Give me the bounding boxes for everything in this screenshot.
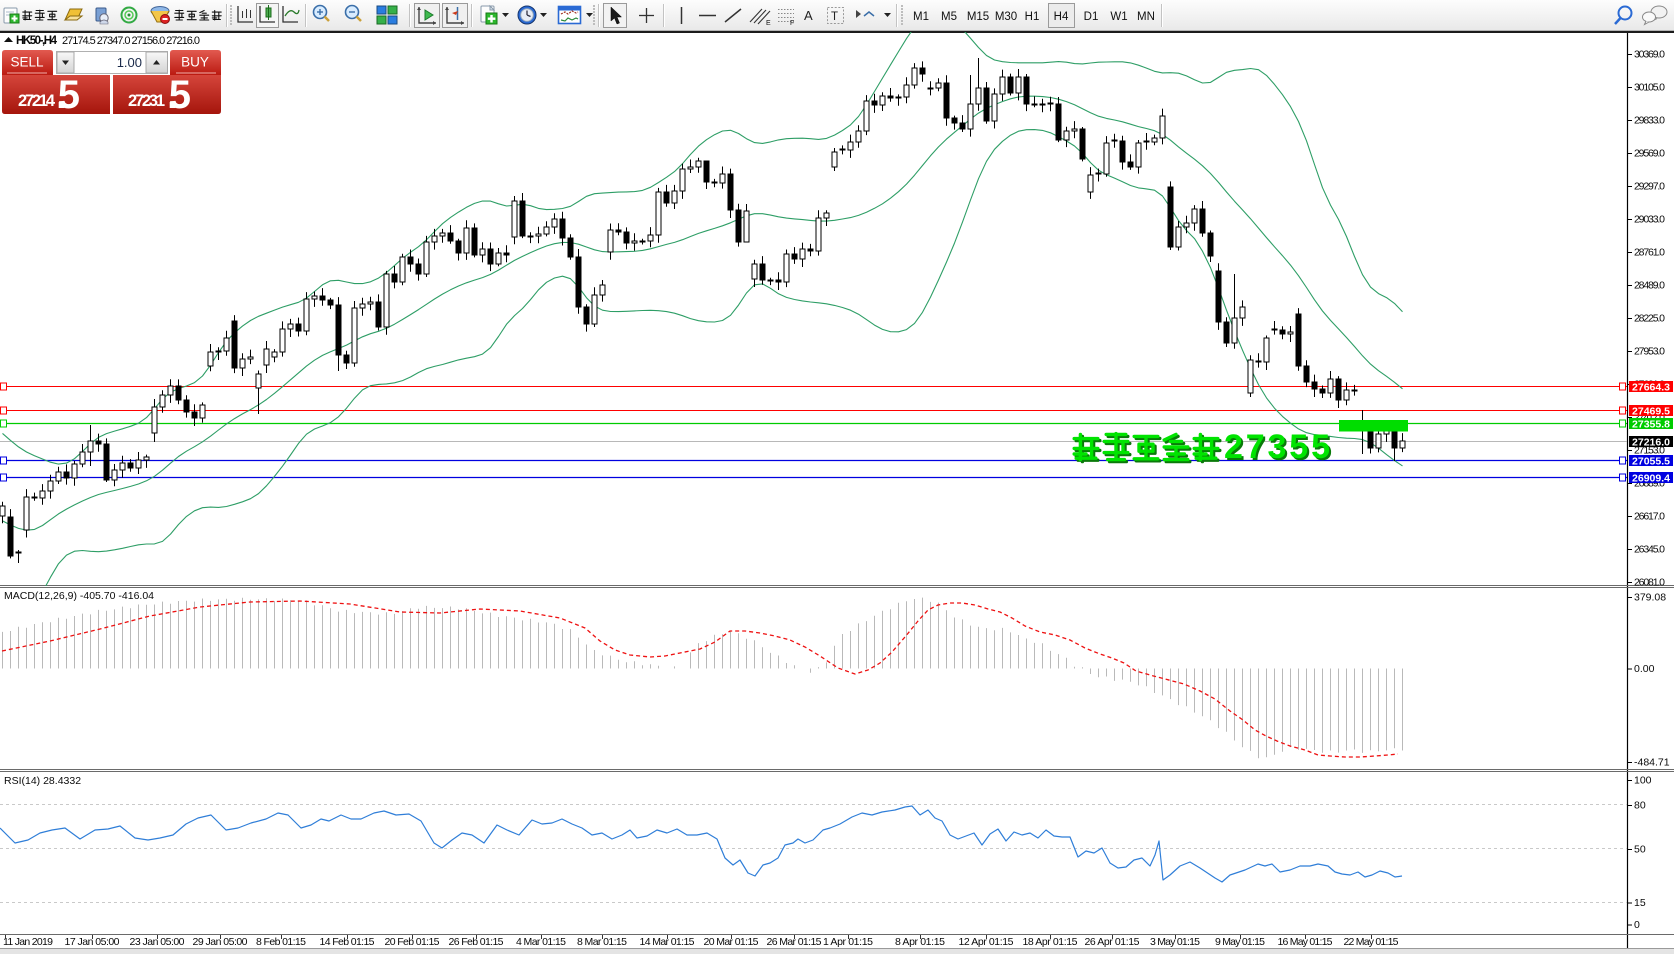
svg-text:379.08: 379.08: [1634, 592, 1666, 604]
svg-text:18 Apr 01:15: 18 Apr 01:15: [1023, 936, 1078, 948]
svg-text:4 Mar 01:15: 4 Mar 01:15: [516, 936, 566, 948]
svg-text:14 Mar 01:15: 14 Mar 01:15: [640, 936, 695, 948]
svg-text:27664.3: 27664.3: [1632, 381, 1670, 393]
svg-text:26 Mar 01:15: 26 Mar 01:15: [767, 936, 822, 948]
svg-text:26081.0: 26081.0: [1634, 577, 1665, 589]
svg-text:15: 15: [1634, 897, 1646, 909]
svg-text:8 Feb 01:15: 8 Feb 01:15: [256, 936, 306, 948]
svg-text:26 Apr 01:15: 26 Apr 01:15: [1085, 936, 1140, 948]
svg-text:23 Jan 05:00: 23 Jan 05:00: [130, 936, 185, 948]
svg-text:-484.71: -484.71: [1634, 757, 1670, 769]
svg-text:27469.5: 27469.5: [1632, 405, 1670, 417]
svg-text:T: T: [831, 11, 838, 23]
svg-text:100: 100: [1634, 775, 1652, 787]
svg-text:SELL: SELL: [10, 55, 44, 70]
svg-text:26 Feb 01:15: 26 Feb 01:15: [449, 936, 504, 948]
svg-text:20 Feb 01:15: 20 Feb 01:15: [385, 936, 440, 948]
svg-text:26617.0: 26617.0: [1634, 511, 1665, 523]
svg-text:.5: .5: [167, 73, 191, 117]
svg-text:1.00: 1.00: [117, 55, 142, 70]
svg-text:M5: M5: [941, 11, 957, 23]
svg-text:29 Jan 05:00: 29 Jan 05:00: [193, 936, 248, 948]
svg-text:50: 50: [1634, 844, 1646, 856]
svg-text:.5: .5: [56, 73, 80, 117]
svg-text:28225.0: 28225.0: [1634, 313, 1665, 325]
svg-text:M30: M30: [995, 11, 1017, 23]
svg-text:29297.0: 29297.0: [1634, 181, 1665, 193]
svg-text:0.00: 0.00: [1634, 663, 1655, 675]
svg-text:W1: W1: [1110, 11, 1127, 23]
svg-text:22 May 01:15: 22 May 01:15: [1344, 936, 1399, 948]
svg-text:29833.0: 29833.0: [1634, 115, 1665, 127]
svg-text:27216.0: 27216.0: [1632, 436, 1670, 448]
svg-text:9 May 01:15: 9 May 01:15: [1215, 936, 1265, 948]
svg-text:26345.0: 26345.0: [1634, 544, 1665, 556]
svg-text:F: F: [790, 20, 794, 27]
svg-text:27355.8: 27355.8: [1632, 418, 1670, 430]
svg-text:12 Apr 01:15: 12 Apr 01:15: [959, 936, 1014, 948]
svg-text:M1: M1: [913, 11, 929, 23]
svg-text:D1: D1: [1084, 11, 1099, 23]
svg-text:80: 80: [1634, 800, 1646, 812]
svg-text:16 May 01:15: 16 May 01:15: [1278, 936, 1333, 948]
svg-text:27214: 27214: [18, 92, 56, 110]
svg-text:11 Jan 2019: 11 Jan 2019: [3, 936, 53, 948]
svg-text:29033.0: 29033.0: [1634, 214, 1665, 226]
svg-text:27055.5: 27055.5: [1632, 455, 1670, 467]
svg-text:14 Feb 01:15: 14 Feb 01:15: [320, 936, 375, 948]
svg-text:3 May 01:15: 3 May 01:15: [1150, 936, 1200, 948]
svg-text:28761.0: 28761.0: [1634, 247, 1665, 259]
svg-text:20 Mar 01:15: 20 Mar 01:15: [704, 936, 759, 948]
svg-text:29569.0: 29569.0: [1634, 148, 1665, 160]
svg-text:MACD(12,26,9) -405.70 -416.04: MACD(12,26,9) -405.70 -416.04: [4, 590, 154, 602]
svg-text:BUY: BUY: [181, 55, 209, 70]
svg-text:E: E: [766, 20, 771, 27]
svg-text:8 Apr 01:15: 8 Apr 01:15: [895, 936, 945, 948]
svg-text:MN: MN: [1137, 11, 1155, 23]
svg-text:27174.5 27347.0 27156.0 27216.: 27174.5 27347.0 27156.0 27216.0: [62, 35, 200, 47]
svg-text:HK50-,H4: HK50-,H4: [16, 35, 58, 47]
svg-text:26909.4: 26909.4: [1632, 472, 1670, 484]
svg-text:RSI(14) 28.4332: RSI(14) 28.4332: [4, 775, 81, 787]
svg-text:27953.0: 27953.0: [1634, 346, 1665, 358]
svg-text:H4: H4: [1054, 11, 1069, 23]
svg-text:27153.0: 27153.0: [1634, 445, 1665, 457]
svg-text:1 Apr 01:15: 1 Apr 01:15: [823, 936, 873, 948]
svg-text:M15: M15: [967, 11, 989, 23]
svg-text:17 Jan 05:00: 17 Jan 05:00: [65, 936, 120, 948]
svg-text:30105.0: 30105.0: [1634, 82, 1665, 94]
svg-text:0: 0: [1634, 919, 1640, 931]
svg-text:27355: 27355: [1224, 428, 1330, 466]
svg-text:30369.0: 30369.0: [1634, 49, 1665, 61]
svg-text:A: A: [804, 8, 813, 23]
svg-text:27355: 27355: [1226, 430, 1332, 468]
svg-text:H1: H1: [1025, 11, 1040, 23]
svg-text:8 Mar 01:15: 8 Mar 01:15: [577, 936, 627, 948]
svg-text:28489.0: 28489.0: [1634, 280, 1665, 292]
svg-text:27231: 27231: [128, 92, 165, 110]
